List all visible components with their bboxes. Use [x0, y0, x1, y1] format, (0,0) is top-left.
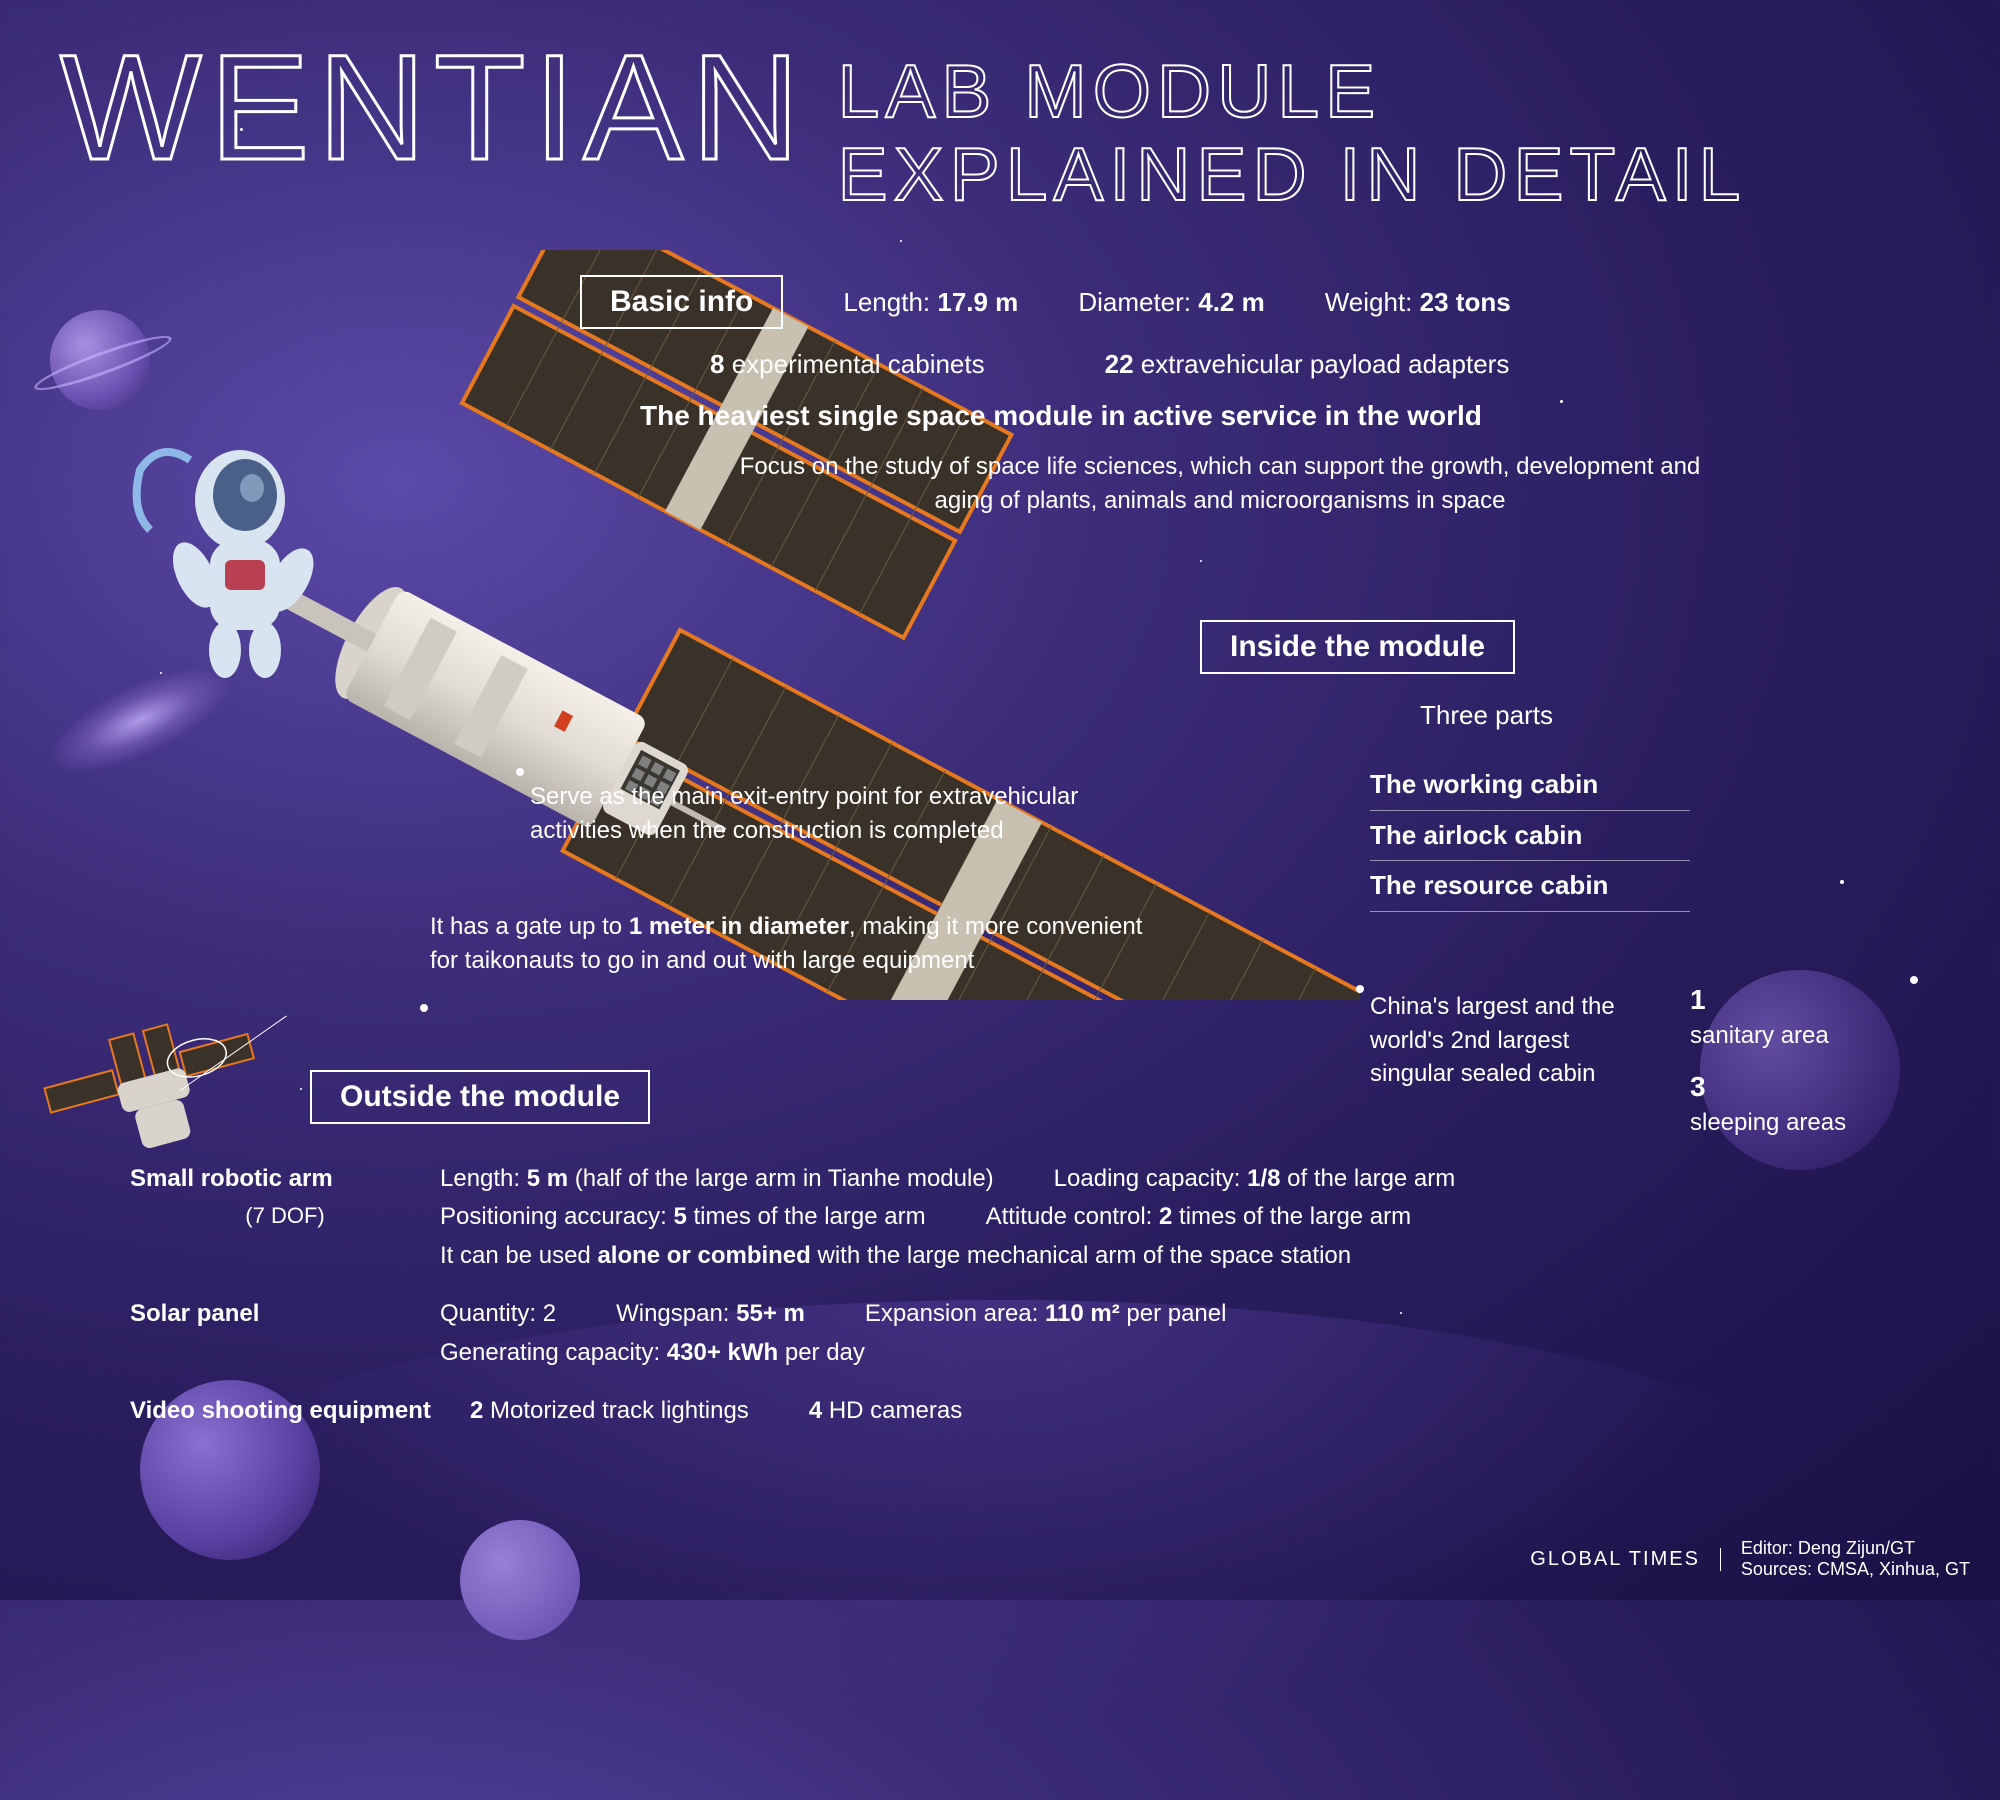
focus-text: Focus on the study of space life science…	[720, 450, 1720, 517]
section-label-outside: Outside the module	[310, 1070, 650, 1124]
robotic-arm-row: Small robotic arm (7 DOF) Length: 5 m (h…	[130, 1160, 1940, 1275]
planet-icon	[50, 310, 150, 410]
arm-loading: Loading capacity: 1/8 of the large arm	[1054, 1160, 1456, 1198]
three-parts-label: Three parts	[1420, 700, 1553, 731]
solar-gen: Generating capacity: 430+ kWh per day	[440, 1334, 1940, 1372]
cabin-item: The resource cabin	[1370, 861, 1690, 912]
arm-combined: It can be used alone or combined with th…	[440, 1237, 1940, 1275]
outside-content: Small robotic arm (7 DOF) Length: 5 m (h…	[130, 1160, 1940, 1450]
solar-area: Expansion area: 110 m² per panel	[865, 1295, 1227, 1333]
arm-positioning: Positioning accuracy: 5 times of the lar…	[440, 1198, 926, 1236]
video-row: Video shooting equipment 2 Motorized tra…	[130, 1392, 1940, 1430]
star	[300, 1088, 302, 1090]
title-area: WENTIAN LAB MODULE EXPLAINED IN DETAIL	[60, 40, 1940, 215]
connector-dot	[516, 768, 524, 776]
video-cameras: 4 HD cameras	[809, 1392, 962, 1430]
editor-credit: Editor: Deng Zijun/GT	[1741, 1538, 1970, 1559]
sources-credit: Sources: CMSA, Xinhua, GT	[1741, 1559, 1970, 1580]
main-title: WENTIAN	[60, 40, 808, 175]
cabinets-spec: 8 experimental cabinets	[710, 349, 985, 380]
star	[900, 240, 902, 242]
inside-section: Inside the module	[1200, 620, 1515, 674]
credits: GLOBAL TIMES Editor: Deng Zijun/GT Sourc…	[1530, 1538, 1970, 1580]
planet-icon	[460, 1520, 580, 1640]
outside-section: Outside the module	[310, 1070, 650, 1124]
connector-dot	[420, 1004, 428, 1012]
tagline: The heaviest single space module in acti…	[640, 400, 1940, 432]
diameter-spec: Diameter: 4.2 m	[1078, 287, 1264, 318]
cabin-item: The working cabin	[1370, 760, 1690, 811]
video-label: Video shooting equipment	[130, 1392, 470, 1430]
solar-wing: Wingspan: 55+ m	[616, 1295, 805, 1333]
subtitle: LAB MODULE EXPLAINED IN DETAIL	[838, 50, 1747, 215]
sealed-cabin-text: China's largest and the world's 2nd larg…	[1370, 990, 1650, 1091]
cabin-list: The working cabin The airlock cabin The …	[1370, 760, 1690, 912]
star	[1840, 880, 1844, 884]
weight-spec: Weight: 23 tons	[1325, 287, 1511, 318]
section-label-inside: Inside the module	[1200, 620, 1515, 674]
cabin-item: The airlock cabin	[1370, 811, 1690, 862]
star	[1200, 560, 1202, 562]
connector-dot	[1356, 985, 1364, 993]
callout-exit-entry: Serve as the main exit-entry point for e…	[530, 780, 1130, 847]
solar-qty: Quantity: 2	[440, 1295, 556, 1333]
arm-attitude: Attitude control: 2 times of the large a…	[986, 1198, 1412, 1236]
arm-length: Length: 5 m (half of the large arm in Ti…	[440, 1160, 994, 1198]
solar-panel-row: Solar panel Quantity: 2 Wingspan: 55+ m …	[130, 1295, 1940, 1372]
global-times-logo: GLOBAL TIMES	[1530, 1548, 1721, 1571]
astronaut-icon	[130, 430, 330, 680]
section-label-basic: Basic info	[580, 275, 783, 329]
connector-dot	[1910, 976, 1918, 984]
subtitle-line2: EXPLAINED IN DETAIL	[838, 133, 1747, 216]
arm-label: Small robotic arm (7 DOF)	[130, 1160, 440, 1234]
callout-gate: It has a gate up to 1 meter in diameter,…	[430, 910, 1150, 977]
small-station-icon	[30, 1020, 280, 1170]
basic-info-section: Basic info Length: 17.9 m Diameter: 4.2 …	[580, 275, 1940, 517]
video-track: 2 Motorized track lightings	[470, 1392, 749, 1430]
solar-label: Solar panel	[130, 1295, 440, 1333]
length-spec: Length: 17.9 m	[843, 287, 1018, 318]
sanitary-sleeping: 1sanitary area 3sleeping areas	[1690, 980, 1846, 1140]
adapters-spec: 22 extravehicular payload adapters	[1105, 349, 1510, 380]
subtitle-line1: LAB MODULE	[838, 50, 1747, 133]
